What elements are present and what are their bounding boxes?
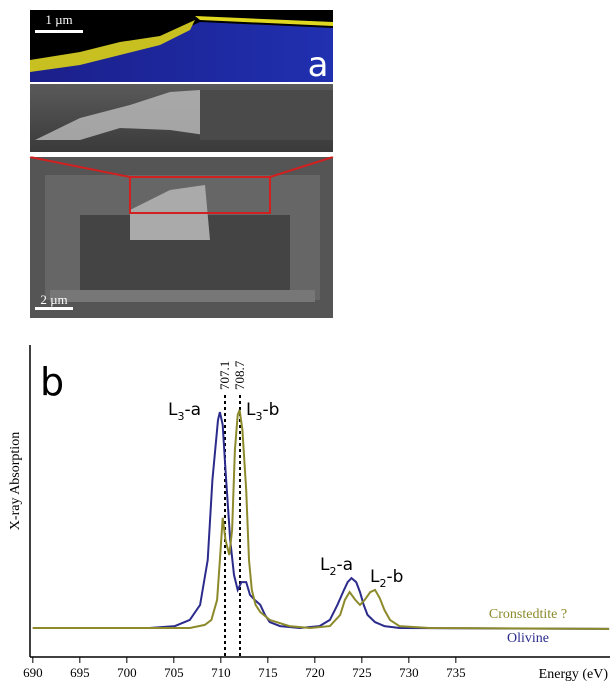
- peak-annotation: L2-b: [370, 567, 403, 590]
- x-tick-label: 715: [258, 665, 278, 680]
- chart: 690 695 700 705 710 715 720 725 730 735 Energy (eV…: [8, 345, 610, 682]
- annotation-main: L: [168, 400, 178, 420]
- annotation-rest: -b: [262, 400, 279, 420]
- x-tick-label: 725: [352, 665, 372, 680]
- series-line: [32, 411, 610, 630]
- x-axis-label: Energy (eV): [539, 667, 609, 682]
- scale-label: 2 µm: [40, 292, 67, 307]
- annotation-sub: 3: [255, 410, 262, 423]
- image-sem-detail: [30, 84, 333, 152]
- series-line: [32, 409, 610, 630]
- legend-entry: Cronstedtite ?: [489, 607, 567, 622]
- edge-label: 708.7: [232, 360, 247, 390]
- annotation-rest: -a: [184, 400, 201, 420]
- x-tick-label: 710: [211, 665, 231, 680]
- peak-annotation: L3-b: [246, 400, 279, 423]
- annotation-main: L: [320, 555, 330, 575]
- annotation-sub: 3: [177, 410, 184, 423]
- x-tick-label: 735: [446, 665, 466, 680]
- x-tick-label: 695: [70, 665, 90, 680]
- x-tick-label: 690: [23, 665, 43, 680]
- scale-label: 1 µm: [45, 12, 72, 27]
- x-tick-label: 700: [117, 665, 137, 680]
- peak-annotation: L2-a: [320, 555, 353, 578]
- y-axis-label: X-ray Absorption: [8, 432, 23, 530]
- annotation-main: L: [246, 400, 256, 420]
- annotation-rest: -b: [386, 567, 403, 587]
- image-sem-overview: 2 µm: [30, 157, 333, 318]
- legend-entry: Olivine: [507, 631, 549, 646]
- annotation-sub: 2: [329, 565, 336, 578]
- x-tick-label: 730: [399, 665, 419, 680]
- annotation-sub: 2: [379, 577, 386, 590]
- panel-label: a: [308, 45, 329, 85]
- edge-label: 707.1: [217, 361, 232, 390]
- annotation-main: L: [370, 567, 380, 587]
- zoom-indicator: [29, 156, 334, 214]
- panel-label: b: [40, 360, 64, 404]
- image-color-map: 1 µm a: [30, 10, 333, 85]
- peak-annotation: L3-a: [168, 400, 201, 423]
- annotation-rest: -a: [336, 555, 353, 575]
- x-tick-label: 705: [164, 665, 184, 680]
- x-tick-label: 720: [305, 665, 325, 680]
